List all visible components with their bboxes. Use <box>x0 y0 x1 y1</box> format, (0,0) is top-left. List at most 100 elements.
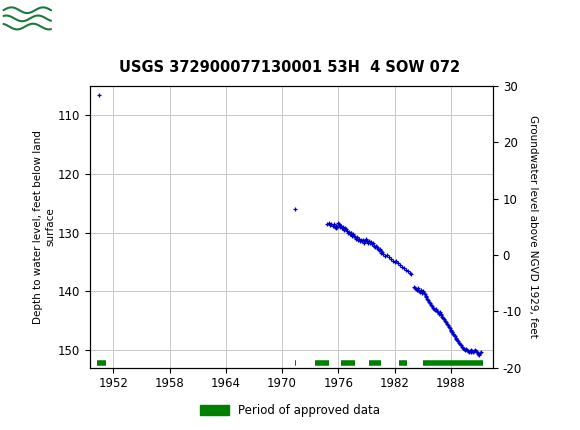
Point <box>412 287 422 294</box>
Point <box>390 258 399 265</box>
Point <box>372 244 382 251</box>
Point <box>356 237 365 243</box>
Point <box>458 343 467 350</box>
Point <box>370 243 379 250</box>
Point <box>438 314 448 321</box>
Point <box>342 227 351 234</box>
Point <box>334 221 343 227</box>
Point <box>362 238 372 245</box>
Point <box>422 294 431 301</box>
Point <box>469 349 478 356</box>
Point <box>473 350 483 357</box>
Point <box>438 313 447 320</box>
Text: USGS 372900077130001 53H  4 SOW 072: USGS 372900077130001 53H 4 SOW 072 <box>119 60 461 75</box>
Point <box>426 301 436 308</box>
Point <box>359 239 368 246</box>
Point <box>414 287 423 294</box>
Point <box>454 338 463 345</box>
Point <box>376 248 385 255</box>
Point <box>475 350 484 356</box>
Point <box>380 253 390 260</box>
Point <box>325 221 335 228</box>
Point <box>353 233 362 240</box>
Text: USGS: USGS <box>57 10 121 31</box>
Point <box>336 223 346 230</box>
Point <box>343 229 352 236</box>
Point <box>377 250 386 257</box>
Point <box>417 289 426 296</box>
Point <box>335 222 345 229</box>
Point <box>392 258 401 264</box>
Point <box>450 332 459 339</box>
Point <box>346 229 355 236</box>
Point <box>463 348 472 355</box>
Point <box>458 344 467 351</box>
Point <box>472 348 481 355</box>
Point <box>351 235 361 242</box>
Point <box>360 238 369 245</box>
Point <box>333 223 342 230</box>
Point <box>397 263 407 270</box>
Point <box>446 326 455 333</box>
Point <box>368 240 378 247</box>
Point <box>326 221 335 227</box>
Point <box>328 222 338 229</box>
Point <box>452 335 461 342</box>
Legend: Period of approved data: Period of approved data <box>195 399 385 422</box>
Point <box>338 223 347 230</box>
Point <box>462 347 472 353</box>
Point <box>339 225 349 232</box>
Point <box>429 304 438 311</box>
Point <box>451 334 460 341</box>
Point <box>335 221 344 228</box>
Point <box>449 332 458 338</box>
Point <box>341 226 350 233</box>
Point <box>407 270 416 277</box>
Point <box>434 310 443 317</box>
Point <box>443 320 452 327</box>
Point <box>411 286 420 292</box>
Point <box>349 231 358 238</box>
Point <box>465 347 474 354</box>
Point <box>447 327 456 334</box>
Point <box>358 237 367 244</box>
Point <box>464 348 473 355</box>
Point <box>350 234 360 241</box>
Point <box>329 221 338 228</box>
Point <box>467 348 477 355</box>
Point <box>429 306 438 313</box>
Point <box>362 237 371 244</box>
Point <box>340 226 349 233</box>
Point <box>461 345 470 352</box>
Point <box>433 309 443 316</box>
Point <box>354 235 364 242</box>
Point <box>355 237 364 244</box>
Point <box>374 247 383 254</box>
Point <box>443 322 452 329</box>
Point <box>427 303 437 310</box>
Point <box>415 289 425 295</box>
Point <box>364 239 373 246</box>
Point <box>338 224 347 231</box>
Point <box>331 223 340 230</box>
Point <box>431 306 440 313</box>
Point <box>388 258 397 264</box>
Point <box>322 221 332 227</box>
Point <box>332 224 341 231</box>
Point <box>324 219 334 226</box>
Point <box>373 246 382 252</box>
Point <box>419 290 428 297</box>
Point <box>466 348 475 355</box>
Point <box>436 310 445 317</box>
Point <box>367 239 376 246</box>
Point <box>453 337 462 344</box>
Point <box>350 233 359 240</box>
Point <box>405 269 414 276</box>
Point <box>430 307 440 313</box>
Point <box>291 206 300 213</box>
Point <box>336 223 345 230</box>
Point <box>369 242 379 249</box>
Point <box>382 252 392 258</box>
Point <box>456 342 466 349</box>
Point <box>353 237 362 243</box>
